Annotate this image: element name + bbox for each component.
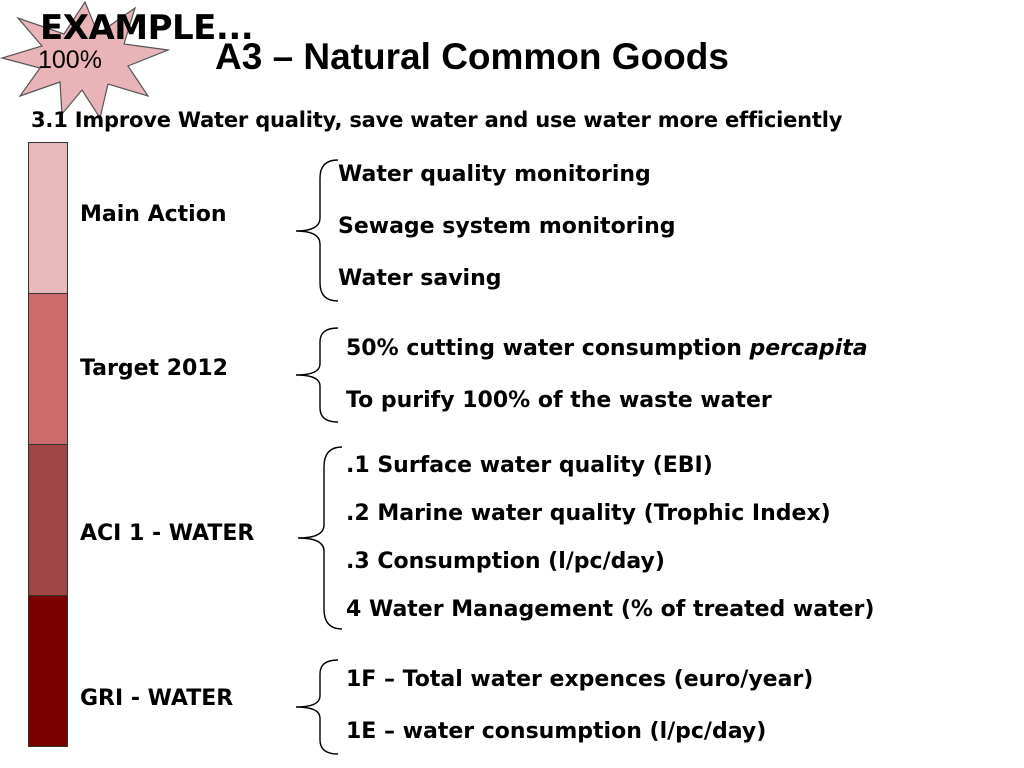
curly-brace-icon: [295, 327, 339, 423]
percent-label: 100%: [38, 46, 102, 74]
main-action-item: Water quality monitoring: [338, 162, 651, 187]
target-item: 50% cutting water consumption percapita: [346, 336, 868, 361]
color-band-aci: [28, 444, 68, 596]
color-band-gri: [28, 595, 68, 747]
example-label: EXAMPLE...: [40, 8, 254, 48]
aci-indicator-item: .2 Marine water quality (Trophic Index): [346, 501, 831, 526]
aci-indicator-item: .1 Surface water quality (EBI): [346, 453, 713, 478]
aci-indicator-item: 4 Water Management (% of treated water): [346, 597, 875, 622]
starburst-shape: [0, 0, 170, 120]
slide-title: A3 – Natural Common Goods: [215, 36, 729, 77]
section-label-gri-water: GRI - WATER: [80, 686, 234, 711]
slide-subtitle: 3.1 Improve Water quality, save water an…: [31, 108, 843, 132]
gri-indicator-item: 1E – water consumption (l/pc/day): [346, 719, 767, 744]
section-label-target-2012: Target 2012: [80, 356, 228, 381]
section-label-aci-water: ACI 1 - WATER: [80, 521, 255, 546]
curly-brace-icon: [295, 659, 339, 755]
target-item: To purify 100% of the waste water: [346, 388, 772, 413]
gri-indicator-item: 1F – Total water expences (euro/year): [346, 667, 814, 692]
color-band-target: [28, 293, 68, 445]
curly-brace-icon: [297, 446, 343, 630]
starburst-badge-icon: [0, 0, 170, 120]
target-item-text: 50% cutting water consumption: [346, 336, 750, 361]
aci-indicator-item: .3 Consumption (l/pc/day): [346, 549, 665, 574]
main-action-item: Sewage system monitoring: [338, 214, 676, 239]
section-label-main-action: Main Action: [80, 202, 227, 227]
curly-brace-icon: [295, 159, 339, 302]
color-band-main-action: [28, 142, 68, 294]
main-action-item: Water saving: [338, 266, 502, 291]
target-item-emphasis: percapita: [749, 336, 868, 361]
